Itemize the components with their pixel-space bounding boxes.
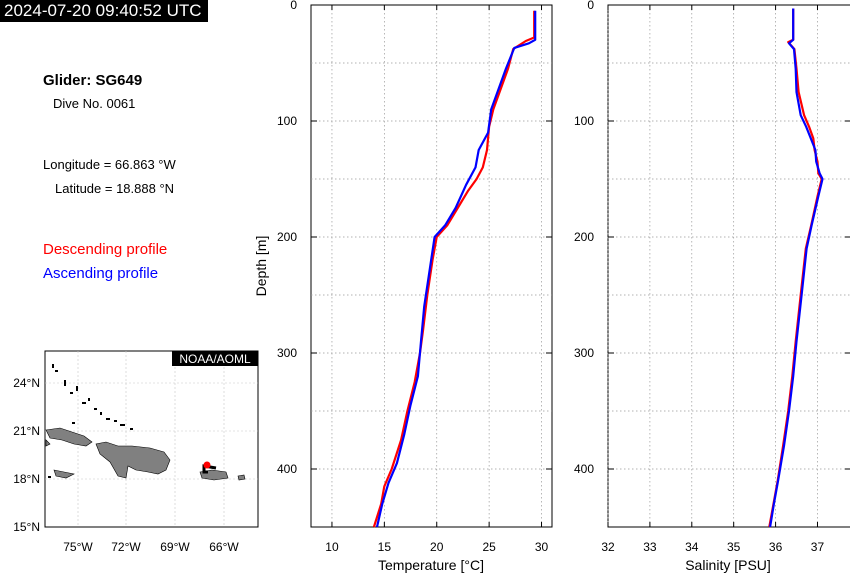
- map-badge: NOAA/AOML: [179, 352, 251, 366]
- map-lon-tick: 66°W: [209, 540, 239, 554]
- hispaniola-shape: [95, 441, 171, 479]
- y-tick-label: 200: [574, 230, 594, 244]
- longitude-readout: Longitude = 66.863 °W: [43, 157, 176, 172]
- salinity-ticks: 32 33 34 35 36 37 0 100 200 300 400: [574, 0, 850, 554]
- salinity-series: [768, 8, 824, 528]
- x-tick-label: 30: [535, 540, 549, 554]
- ascending-profile-line: [769, 8, 824, 528]
- temperature-grid: [311, 5, 552, 527]
- y-tick-label: 0: [587, 0, 594, 12]
- dive-number: Dive No. 0061: [53, 96, 136, 111]
- salinity-xlabel: Salinity [PSU]: [685, 557, 771, 573]
- map-lat-tick: 21°N: [13, 424, 40, 438]
- x-tick-label: 35: [727, 540, 741, 554]
- x-tick-label: 34: [685, 540, 699, 554]
- x-tick-label: 20: [430, 540, 444, 554]
- latitude-readout: Latitude = 18.888 °N: [55, 181, 175, 196]
- map-lon-tick: 69°W: [160, 540, 190, 554]
- jamaica-shape: [53, 469, 75, 479]
- timestamp: 2024-07-20 09:40:52 UTC: [0, 0, 208, 22]
- legend-ascending: Ascending profile: [43, 265, 159, 282]
- legend-descending: Descending profile: [43, 241, 168, 258]
- cuba-west-shape: [45, 439, 51, 447]
- map-lat-tick: 24°N: [13, 376, 40, 390]
- virgin-islands-shape: [237, 474, 246, 481]
- y-tick-label: 100: [574, 114, 594, 128]
- y-tick-label: 300: [574, 346, 594, 360]
- x-tick-label: 37: [811, 540, 825, 554]
- depth-ylabel: Depth [m]: [253, 236, 269, 297]
- glider-position-marker: [203, 461, 211, 469]
- temperature-xlabel: Temperature [°C]: [378, 557, 484, 573]
- y-tick-label: 300: [277, 346, 297, 360]
- cuba-shape: [45, 427, 93, 447]
- descending-profile-line: [372, 10, 536, 528]
- salinity-grid: [607, 5, 850, 527]
- map-lon-tick: 72°W: [111, 540, 141, 554]
- y-tick-label: 0: [290, 0, 297, 12]
- x-tick-label: 15: [378, 540, 392, 554]
- x-tick-label: 32: [601, 540, 615, 554]
- x-tick-label: 33: [643, 540, 657, 554]
- temperature-series: [372, 10, 537, 528]
- glider-track: [202, 464, 217, 474]
- map-lat-tick: 15°N: [13, 520, 40, 534]
- x-tick-label: 25: [482, 540, 496, 554]
- y-tick-label: 400: [277, 462, 297, 476]
- map-lon-tick: 75°W: [63, 540, 93, 554]
- glider-name: Glider: SG649: [43, 72, 143, 89]
- salinity-plot-frame: [607, 4, 850, 528]
- y-tick-label: 100: [277, 114, 297, 128]
- salinity-chart: 32 33 34 35 36 37 0 100 200 300 400 Salinity [PSU]: [574, 0, 850, 573]
- y-tick-label: 400: [574, 462, 594, 476]
- map-badge-bg: [172, 351, 258, 366]
- map-islands: [48, 364, 133, 478]
- inset-map: NOAA/AOML 24°N 21°N 18°N 15°N 75°W 72°W …: [13, 350, 259, 554]
- y-tick-label: 200: [277, 230, 297, 244]
- x-tick-label: 10: [325, 540, 339, 554]
- ascending-profile-line: [375, 10, 537, 528]
- x-tick-label: 36: [769, 540, 783, 554]
- map-lat-tick: 18°N: [13, 472, 40, 486]
